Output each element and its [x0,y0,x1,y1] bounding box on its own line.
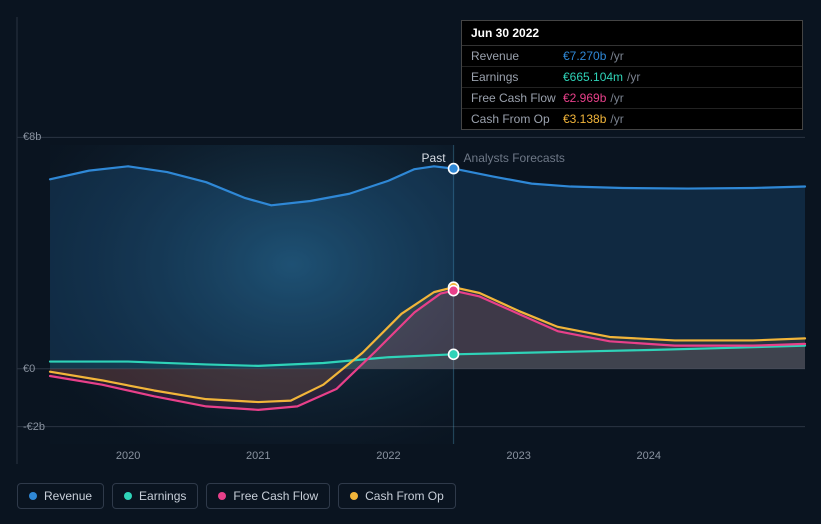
tooltip-row-cash-from-op: Cash From Op€3.138b/yr [462,109,802,129]
legend-item-label: Revenue [44,489,92,503]
tooltip-date: Jun 30 2022 [462,21,802,46]
tooltip-row-label: Revenue [471,49,563,63]
x-tick-label: 2022 [376,450,400,462]
legend-dot-icon [218,492,226,500]
hover-tooltip: Jun 30 2022 Revenue€7.270b/yrEarnings€66… [461,20,803,130]
tooltip-row-label: Free Cash Flow [471,91,563,105]
legend-item-fcf[interactable]: Free Cash Flow [206,483,330,509]
legend-item-earnings[interactable]: Earnings [112,483,198,509]
tooltip-row-label: Earnings [471,70,563,84]
tooltip-row-value: €2.969b [563,91,606,105]
chart-container: Past Analysts Forecasts €8b €0 -€2b 2020 20… [0,0,821,524]
x-tick-label: 2024 [637,450,661,462]
chart-legend: Revenue Earnings Free Cash Flow Cash From O… [17,483,456,509]
tooltip-row-unit: /yr [627,70,640,84]
hover-marker-earnings [449,349,459,359]
tooltip-row-unit: /yr [610,112,623,126]
tooltip-row-revenue: Revenue€7.270b/yr [462,46,802,67]
legend-dot-icon [350,492,358,500]
tooltip-row-unit: /yr [610,91,623,105]
legend-dot-icon [29,492,37,500]
legend-item-cfo[interactable]: Cash From Op [338,483,456,509]
tooltip-row-value: €665.104m [563,70,623,84]
tooltip-row-free-cash-flow: Free Cash Flow€2.969b/yr [462,88,802,109]
legend-item-label: Earnings [139,489,186,503]
tooltip-row-value: €3.138b [563,112,606,126]
x-tick-label: 2020 [116,450,140,462]
legend-dot-icon [124,492,132,500]
legend-item-label: Cash From Op [365,489,444,503]
x-tick-label: 2023 [506,450,530,462]
x-tick-label: 2021 [246,450,270,462]
tooltip-row-label: Cash From Op [471,112,563,126]
y-tick-label: €8b [23,131,41,143]
forecast-region-label: Analysts Forecasts [464,151,565,165]
hover-marker-fcf [449,286,459,296]
y-tick-label: €0 [23,363,35,375]
hover-marker-revenue [449,164,459,174]
tooltip-row-earnings: Earnings€665.104m/yr [462,67,802,88]
y-tick-label: -€2b [23,421,45,433]
legend-item-revenue[interactable]: Revenue [17,483,104,509]
legend-item-label: Free Cash Flow [233,489,318,503]
tooltip-row-unit: /yr [610,49,623,63]
past-region-label: Past [422,151,446,165]
tooltip-row-value: €7.270b [563,49,606,63]
